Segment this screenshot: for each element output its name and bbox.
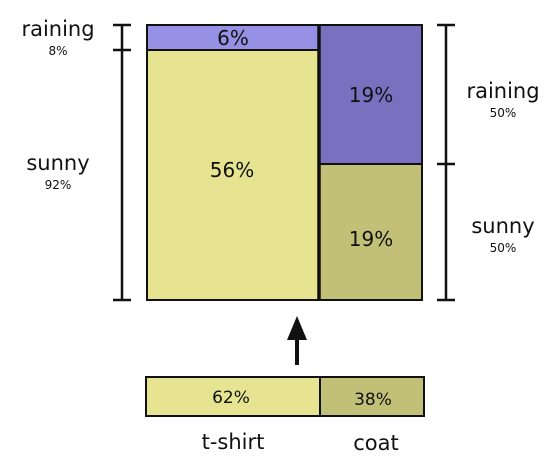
arrow-up-icon	[287, 316, 307, 365]
right-bracket	[437, 23, 455, 302]
left-sunny-label: sunny	[26, 151, 89, 175]
coat-marginal-pct: 38%	[354, 390, 392, 410]
right-sunny-label: sunny	[471, 214, 534, 238]
left-sunny-pct: 92%	[45, 178, 72, 192]
coat-label: coat	[353, 431, 399, 455]
coat-raining-cell	[318, 24, 423, 165]
left-raining-pct: 8%	[48, 44, 67, 58]
tshirt-marginal-pct: 62%	[212, 388, 250, 408]
coat-sunny-pct: 19%	[349, 227, 393, 251]
tshirt-label: t-shirt	[202, 430, 265, 454]
tshirt-marginal-cell	[145, 376, 321, 417]
coat-marginal-cell	[319, 376, 425, 417]
right-sunny-pct: 50%	[490, 241, 517, 255]
tshirt-raining-cell	[146, 24, 320, 51]
tshirt-sunny-cell	[146, 49, 320, 301]
coat-raining-pct: 19%	[349, 83, 393, 107]
tshirt-sunny-pct: 56%	[210, 158, 254, 182]
right-raining-pct: 50%	[490, 106, 517, 120]
tshirt-raining-pct: 6%	[217, 26, 249, 50]
left-bracket	[113, 23, 131, 302]
right-raining-label: raining	[466, 79, 539, 103]
left-raining-label: raining	[21, 17, 94, 41]
